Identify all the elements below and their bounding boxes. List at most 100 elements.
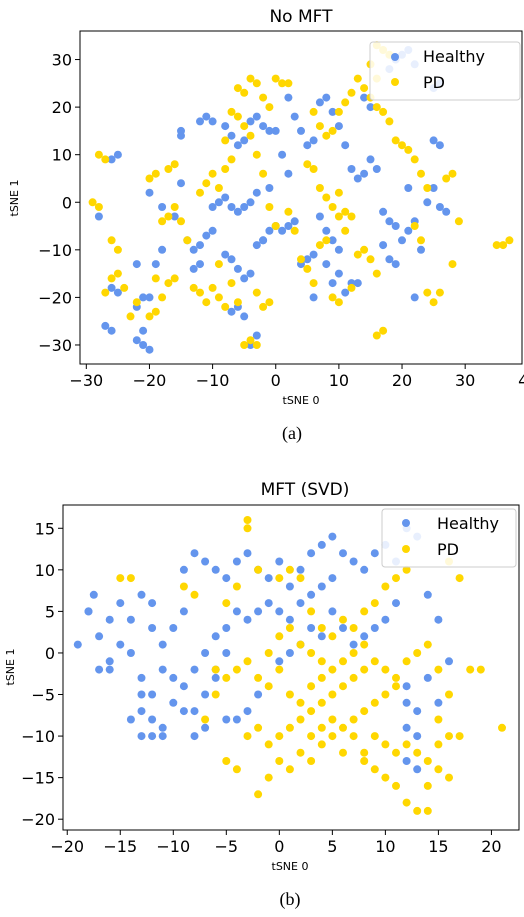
- point-healthy-b-59: [222, 574, 231, 583]
- legend-marker-healthy-b: [402, 519, 410, 527]
- point-healthy-b-32: [211, 673, 220, 682]
- point-healthy-b-78: [423, 590, 432, 599]
- point-pd-a-12: [145, 312, 154, 321]
- point-pd-a-113: [448, 260, 457, 269]
- point-healthy-a-101: [398, 236, 406, 245]
- point-healthy-a-6: [113, 150, 122, 159]
- point-pd-a-59: [233, 112, 242, 121]
- point-healthy-b-20: [148, 690, 157, 699]
- point-pd-b-69: [254, 723, 263, 732]
- point-pd-b-24: [254, 790, 263, 799]
- point-healthy-a-107: [435, 203, 444, 211]
- point-healthy-b-100: [95, 665, 104, 674]
- point-pd-a-10: [126, 312, 135, 321]
- point-pd-b-16: [349, 624, 358, 632]
- point-healthy-b-15: [148, 599, 157, 608]
- point-pd-a-66: [284, 207, 293, 216]
- point-pd-a-7: [113, 269, 122, 278]
- point-pd-a-54: [271, 74, 280, 83]
- point-pd-b-91: [423, 806, 432, 815]
- point-healthy-a-78: [328, 279, 337, 288]
- point-pd-a-100: [379, 107, 388, 116]
- point-pd-a-77: [328, 203, 337, 211]
- point-healthy-b-85: [339, 624, 347, 632]
- legend-box-b: [381, 508, 517, 568]
- point-healthy-a-19: [170, 212, 179, 221]
- point-healthy-a-41: [240, 274, 249, 283]
- point-healthy-a-65: [278, 150, 287, 159]
- point-healthy-b-39: [201, 723, 210, 732]
- point-pd-b-60: [285, 624, 294, 632]
- point-pd-b-81: [381, 740, 390, 749]
- point-healthy-a-86: [322, 93, 331, 102]
- point-pd-a-11: [132, 298, 141, 307]
- point-healthy-a-60: [246, 117, 255, 126]
- point-healthy-a-100: [391, 260, 400, 269]
- point-pd-b-61: [296, 640, 305, 649]
- x-tick-label-b-15: 15: [428, 837, 448, 856]
- point-pd-a-103: [398, 141, 406, 150]
- point-pd-a-68: [297, 255, 305, 264]
- point-pd-a-55: [278, 79, 287, 88]
- point-healthy-b-25: [158, 732, 167, 741]
- point-healthy-a-99: [385, 255, 394, 264]
- point-pd-b-109: [307, 732, 316, 741]
- point-healthy-a-54: [202, 112, 211, 121]
- point-pd-b-8: [254, 565, 263, 574]
- point-pd-b-77: [339, 682, 347, 691]
- legend-box-a: [369, 41, 521, 101]
- point-healthy-a-39: [227, 255, 236, 264]
- point-healthy-b-93: [402, 723, 411, 732]
- point-pd-b-42: [275, 665, 284, 674]
- point-pd-b-12: [307, 607, 316, 616]
- point-healthy-a-18: [158, 203, 167, 211]
- point-healthy-b-105: [285, 649, 294, 657]
- point-pd-b-51: [370, 657, 379, 666]
- point-pd-a-26: [183, 236, 192, 245]
- point-healthy-a-85: [315, 98, 324, 107]
- point-healthy-b-42: [243, 707, 252, 716]
- point-pd-b-88: [423, 781, 432, 790]
- point-pd-a-43: [246, 336, 255, 345]
- point-healthy-a-3: [107, 283, 116, 292]
- x-tick-label-b--15: −15: [103, 837, 137, 856]
- point-pd-a-33: [202, 179, 211, 188]
- point-pd-b-56: [423, 640, 432, 649]
- point-healthy-b-38: [190, 732, 199, 741]
- x-tick-label-b--20: −20: [50, 837, 84, 856]
- point-pd-b-102: [455, 574, 464, 583]
- legend-marker-healthy-a: [391, 53, 399, 61]
- point-healthy-a-10: [132, 336, 141, 345]
- point-pd-b-28: [296, 748, 305, 757]
- point-pd-a-36: [221, 165, 230, 173]
- point-healthy-a-5: [107, 155, 116, 164]
- point-pd-a-97: [360, 84, 369, 93]
- point-healthy-a-47: [278, 226, 287, 235]
- point-pd-a-107: [423, 184, 432, 192]
- point-healthy-b-51: [296, 599, 305, 608]
- point-healthy-b-48: [264, 599, 273, 608]
- x-ticks-b: −20 −15 −10 −5 0 5 10 15 20: [50, 830, 502, 856]
- point-pd-a-24: [164, 165, 173, 173]
- point-pd-b-43: [285, 690, 294, 699]
- point-pd-b-96: [434, 715, 443, 724]
- point-pd-b-75: [317, 698, 326, 707]
- point-healthy-a-15: [151, 260, 160, 269]
- point-healthy-a-80: [341, 288, 350, 297]
- point-pd-b-29: [307, 757, 316, 765]
- point-pd-a-86: [372, 269, 381, 278]
- x-axis-label-a: tSNE 0: [283, 394, 320, 407]
- point-pd-a-81: [334, 298, 343, 307]
- point-healthy-a-76: [334, 245, 343, 254]
- point-healthy-b-84: [349, 640, 358, 649]
- point-healthy-a-53: [196, 117, 204, 126]
- point-pd-a-92: [328, 126, 337, 135]
- point-healthy-b-104: [275, 657, 284, 666]
- point-pd-b-14: [328, 632, 337, 641]
- point-healthy-b-66: [296, 565, 305, 574]
- point-healthy-a-27: [196, 260, 204, 269]
- point-healthy-b-29: [179, 707, 188, 716]
- point-pd-a-25: [170, 160, 179, 169]
- point-pd-a-91: [322, 131, 331, 140]
- y-tick-label-a--20: −20: [38, 288, 72, 307]
